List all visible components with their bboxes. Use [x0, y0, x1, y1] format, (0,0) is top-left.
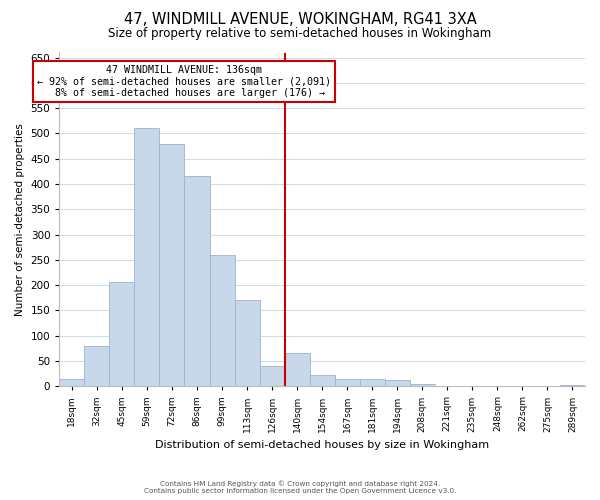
Bar — [134, 128, 160, 386]
Bar — [385, 380, 410, 386]
Bar — [560, 384, 585, 386]
Bar — [209, 255, 235, 386]
Bar — [284, 354, 310, 386]
X-axis label: Distribution of semi-detached houses by size in Wokingham: Distribution of semi-detached houses by … — [155, 440, 489, 450]
Text: 47 WINDMILL AVENUE: 136sqm  
← 92% of semi-detached houses are smaller (2,091)
 : 47 WINDMILL AVENUE: 136sqm ← 92% of semi… — [37, 65, 331, 98]
Bar — [410, 384, 435, 386]
Text: 47, WINDMILL AVENUE, WOKINGHAM, RG41 3XA: 47, WINDMILL AVENUE, WOKINGHAM, RG41 3XA — [124, 12, 476, 28]
Bar — [59, 378, 85, 386]
Text: Contains HM Land Registry data © Crown copyright and database right 2024.
Contai: Contains HM Land Registry data © Crown c… — [144, 480, 456, 494]
Text: Size of property relative to semi-detached houses in Wokingham: Size of property relative to semi-detach… — [109, 28, 491, 40]
Bar — [260, 366, 284, 386]
Bar — [360, 378, 385, 386]
Bar — [109, 282, 134, 387]
Bar — [160, 144, 184, 386]
Bar — [310, 375, 335, 386]
Bar — [184, 176, 209, 386]
Bar — [335, 378, 360, 386]
Y-axis label: Number of semi-detached properties: Number of semi-detached properties — [15, 123, 25, 316]
Bar — [85, 346, 109, 387]
Bar — [235, 300, 260, 386]
